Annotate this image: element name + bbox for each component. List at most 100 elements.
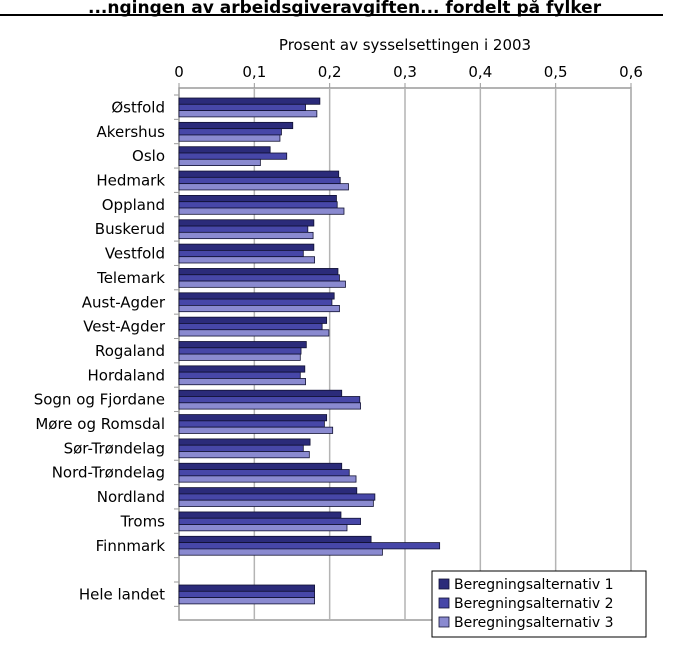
category-label: Sør-Trøndelag xyxy=(64,439,165,457)
legend-swatch xyxy=(438,597,450,609)
bar-rogaland-s3 xyxy=(178,353,301,361)
bar-telemark-s2 xyxy=(178,274,340,282)
bar-sør-trøndelag-s2 xyxy=(178,444,304,452)
bar-sogn-og-fjordane-s1 xyxy=(178,389,343,397)
bar-rogaland-s1 xyxy=(178,341,307,349)
legend-box xyxy=(431,570,647,638)
bar-oppland-s1 xyxy=(178,194,337,203)
bar-østfold-s3 xyxy=(178,110,318,118)
legend-label: Beregningsalternativ 2 xyxy=(454,596,614,612)
x-tick-label: 0,2 xyxy=(318,63,342,81)
bar-finnmark-s1 xyxy=(178,535,372,543)
bar-nord-trøndelag-s1 xyxy=(178,462,343,470)
bar-oppland-s3 xyxy=(178,207,345,215)
x-tick-label: 0,5 xyxy=(544,63,568,81)
bar-nordland-s1 xyxy=(178,487,358,495)
bar-hordaland-s3 xyxy=(178,378,306,386)
bar-akershus-s2 xyxy=(178,128,282,136)
bar-oslo-s3 xyxy=(178,158,261,167)
bar-finnmark-s2 xyxy=(178,542,441,550)
bar-hele-landet-s2 xyxy=(178,590,316,598)
bar-oslo-s1 xyxy=(178,146,271,154)
bar-sogn-og-fjordane-s2 xyxy=(178,396,361,404)
legend-swatch xyxy=(438,616,450,628)
bar-finnmark-s3 xyxy=(178,548,383,556)
bar-hedmark-s1 xyxy=(178,170,340,178)
bar-rogaland-s2 xyxy=(178,347,302,355)
x-tick-label: 0 xyxy=(174,63,184,81)
bar-akershus-s3 xyxy=(178,134,281,142)
category-label: Akershus xyxy=(97,123,166,141)
bar-nord-trøndelag-s2 xyxy=(178,469,350,477)
bar-telemark-s1 xyxy=(178,268,339,276)
bar-akershus-s1 xyxy=(178,121,294,130)
legend-label: Beregningsalternativ 3 xyxy=(454,615,614,631)
category-label: Buskerud xyxy=(95,220,165,238)
bar-sør-trøndelag-s1 xyxy=(178,438,311,446)
category-label: Oppland xyxy=(102,196,165,214)
category-labels: Østfold Akershus Oslo Hedmark Oppland Buskeru… xyxy=(34,98,166,603)
category-label: Møre og Romsdal xyxy=(35,415,165,433)
bar-østfold-s1 xyxy=(178,97,321,105)
x-axis-title: Prosent av sysselsettingen i 2003 xyxy=(279,36,531,54)
bar-nord-trøndelag-s3 xyxy=(178,475,357,483)
bar-nordland-s2 xyxy=(178,493,376,501)
bar-buskerud-s1 xyxy=(178,219,315,227)
header-rule xyxy=(0,14,663,16)
bar-sogn-og-fjordane-s3 xyxy=(178,402,361,410)
x-tick-label: 0,1 xyxy=(242,63,266,81)
bar-telemark-s3 xyxy=(178,280,346,288)
legend-label: Beregningsalternativ 1 xyxy=(454,577,614,593)
bar-møre-og-romsdal-s3 xyxy=(178,426,334,434)
bar-sør-trøndelag-s3 xyxy=(178,451,310,459)
bar-vestfold-s3 xyxy=(178,256,316,264)
bar-oslo-s2 xyxy=(178,152,288,160)
bar-troms-s3 xyxy=(178,524,348,532)
bar-vestfold-s2 xyxy=(178,249,304,258)
category-label: Oslo xyxy=(132,147,165,165)
legend: Beregningsalternativ 1 Beregningsalternat… xyxy=(431,570,647,638)
category-label: Hordaland xyxy=(88,366,165,384)
bar-hele-landet-s3 xyxy=(178,597,316,605)
category-label: Nord-Trøndelag xyxy=(52,464,165,482)
bar-buskerud-s2 xyxy=(178,225,309,233)
x-tick-labels: 0 0,1 0,2 0,3 0,4 0,5 0,6 xyxy=(174,63,643,81)
bar-møre-og-romsdal-s2 xyxy=(178,420,325,428)
bar-hordaland-s2 xyxy=(178,371,301,379)
category-label: Vestfold xyxy=(105,245,165,263)
bar-aust-agder-s2 xyxy=(178,298,333,306)
category-label: Finnmark xyxy=(96,537,166,555)
bar-aust-agder-s3 xyxy=(178,304,340,313)
legend-swatch xyxy=(438,578,450,590)
bar-troms-s1 xyxy=(178,511,342,519)
bar-vest-agder-s3 xyxy=(178,329,330,337)
bar-aust-agder-s1 xyxy=(178,292,335,300)
bar-vest-agder-s1 xyxy=(178,316,328,324)
bar-nordland-s3 xyxy=(178,499,374,507)
bar-buskerud-s3 xyxy=(178,231,314,240)
bar-vest-agder-s2 xyxy=(178,323,323,331)
bar-hedmark-s2 xyxy=(178,176,341,185)
bars xyxy=(178,97,441,605)
category-label: Hele landet xyxy=(79,585,165,603)
category-label: Østfold xyxy=(111,98,165,116)
bar-hordaland-s1 xyxy=(178,365,306,373)
x-tick-label: 0,4 xyxy=(468,63,492,81)
category-label: Vest-Agder xyxy=(83,318,166,336)
category-label: Aust-Agder xyxy=(82,293,166,311)
category-label: Nordland xyxy=(97,488,165,506)
bar-troms-s2 xyxy=(178,517,361,525)
bar-hedmark-s3 xyxy=(178,183,349,191)
category-label: Sogn og Fjordane xyxy=(34,391,165,409)
bar-møre-og-romsdal-s1 xyxy=(178,414,328,422)
bar-østfold-s2 xyxy=(178,103,306,112)
bar-hele-landet-s1 xyxy=(178,584,316,592)
page-header: ...ngingen av arbeidsgiveravgiften... fo… xyxy=(88,0,602,18)
category-label: Hedmark xyxy=(96,172,165,190)
x-tick-label: 0,6 xyxy=(619,63,643,81)
bar-oppland-s2 xyxy=(178,201,338,209)
bar-vestfold-s1 xyxy=(178,243,315,251)
x-tick-label: 0,3 xyxy=(393,63,417,81)
category-label: Rogaland xyxy=(95,342,165,360)
